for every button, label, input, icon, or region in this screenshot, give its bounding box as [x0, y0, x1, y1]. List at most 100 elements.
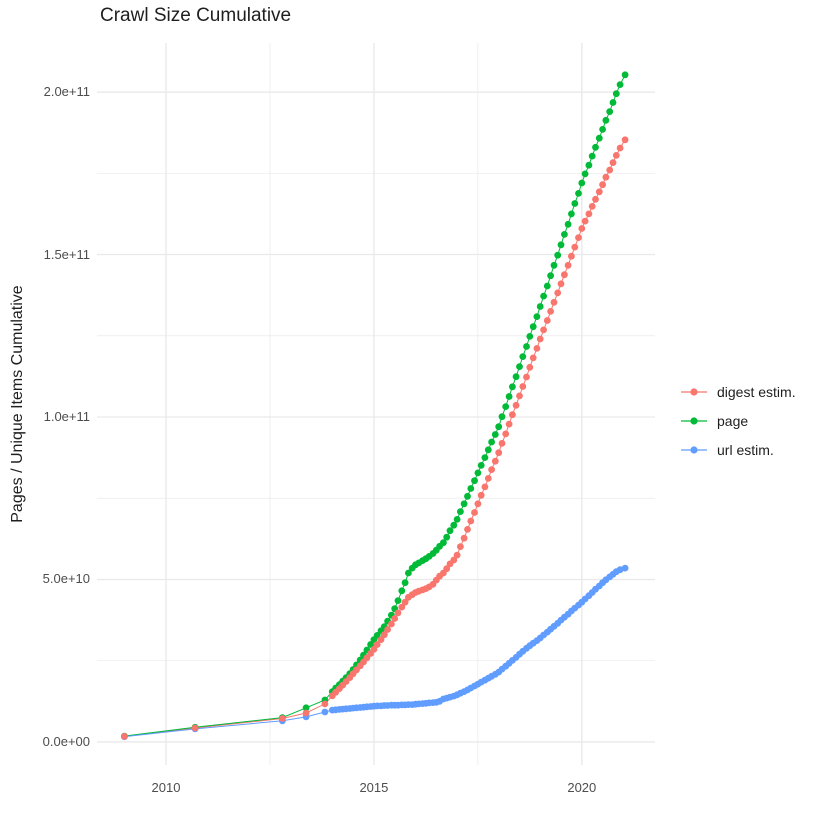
legend-key-dot: [690, 387, 698, 396]
data-point: [526, 363, 534, 371]
data-point: [516, 392, 523, 400]
data-point: [446, 527, 454, 535]
x-tick-label: 2015: [359, 780, 389, 795]
data-point: [585, 210, 593, 218]
legend-key-icon: [681, 416, 707, 425]
data-point: [491, 457, 499, 465]
data-point: [509, 383, 516, 391]
x-tick-label: 2010: [151, 780, 181, 795]
legend-item-page: page: [681, 406, 796, 435]
data-point: [495, 449, 503, 457]
data-point: [394, 597, 402, 604]
data-point: [477, 462, 485, 469]
data-point: [302, 704, 310, 712]
data-point: [401, 598, 409, 606]
legend-key-icon: [681, 445, 707, 454]
y-tick-label: 1.0e+11: [43, 408, 90, 424]
data-point: [384, 626, 391, 633]
data-point: [519, 353, 527, 360]
data-point: [554, 251, 562, 259]
legend-item-label: url estim.: [717, 441, 774, 458]
data-point: [471, 509, 478, 516]
legend-item-label: digest estim.: [717, 383, 796, 400]
data-point: [526, 333, 534, 340]
data-point: [557, 241, 565, 249]
data-point: [391, 615, 399, 622]
data-point: [529, 354, 537, 362]
data-point: [370, 645, 378, 653]
data-point: [302, 709, 310, 717]
data-point: [599, 181, 606, 189]
data-point: [398, 603, 406, 611]
data-point: [616, 144, 624, 152]
data-point: [467, 485, 475, 492]
data-point: [443, 565, 451, 573]
data-point: [457, 508, 464, 515]
data-point: [367, 641, 374, 648]
data-point: [464, 492, 471, 500]
data-point: [502, 430, 510, 438]
data-point: [467, 517, 475, 525]
data-point: [595, 188, 603, 196]
data-point: [540, 292, 547, 300]
data-point: [561, 271, 568, 279]
data-point: [377, 636, 385, 643]
data-point: [595, 134, 603, 142]
data-point: [464, 526, 471, 533]
data-point: [121, 733, 128, 740]
data-point: [606, 166, 614, 174]
data-point: [388, 620, 395, 628]
legend-item-digest-estim-: digest estim.: [681, 377, 796, 406]
data-point: [474, 469, 482, 477]
data-point: [592, 195, 599, 203]
data-point: [599, 125, 606, 133]
y-tick-label: 0.0e+00: [42, 733, 90, 749]
data-point: [512, 401, 520, 409]
data-point: [547, 272, 554, 280]
legend-key-dot: [690, 416, 698, 425]
data-point: [564, 261, 572, 269]
data-point: [481, 454, 489, 461]
data-point: [588, 152, 596, 160]
series-points-page: [121, 71, 629, 740]
data-point: [405, 569, 412, 577]
data-point: [568, 210, 575, 218]
data-point: [505, 393, 513, 400]
data-point: [460, 534, 468, 542]
gridlines-minor: [97, 43, 655, 765]
data-point: [568, 252, 575, 260]
data-point: [612, 152, 620, 159]
data-point: [588, 203, 596, 210]
data-point: [488, 466, 495, 473]
data-point: [401, 579, 409, 587]
data-point: [564, 220, 572, 228]
legend-item-label: page: [717, 412, 749, 429]
data-point: [592, 143, 599, 151]
data-point: [554, 289, 562, 297]
legend-item-url-estim-: url estim.: [681, 435, 796, 464]
data-point: [394, 609, 402, 617]
data-point: [509, 411, 516, 419]
data-point: [488, 438, 495, 446]
series-points-digest-estim-: [121, 136, 629, 740]
data-point: [536, 335, 544, 343]
data-point: [484, 446, 492, 454]
data-point: [505, 420, 513, 428]
data-point: [578, 225, 586, 232]
data-point: [321, 700, 329, 708]
data-point: [609, 159, 617, 167]
data-point: [621, 136, 629, 144]
data-point: [533, 345, 541, 352]
data-point: [536, 303, 544, 310]
data-point: [606, 108, 614, 115]
data-point: [373, 641, 381, 648]
data-point: [481, 483, 489, 491]
data-point: [602, 116, 610, 124]
data-point: [616, 81, 624, 88]
data-point: [491, 431, 499, 438]
data-point: [575, 234, 582, 242]
data-point: [471, 477, 478, 485]
data-point: [443, 533, 451, 541]
